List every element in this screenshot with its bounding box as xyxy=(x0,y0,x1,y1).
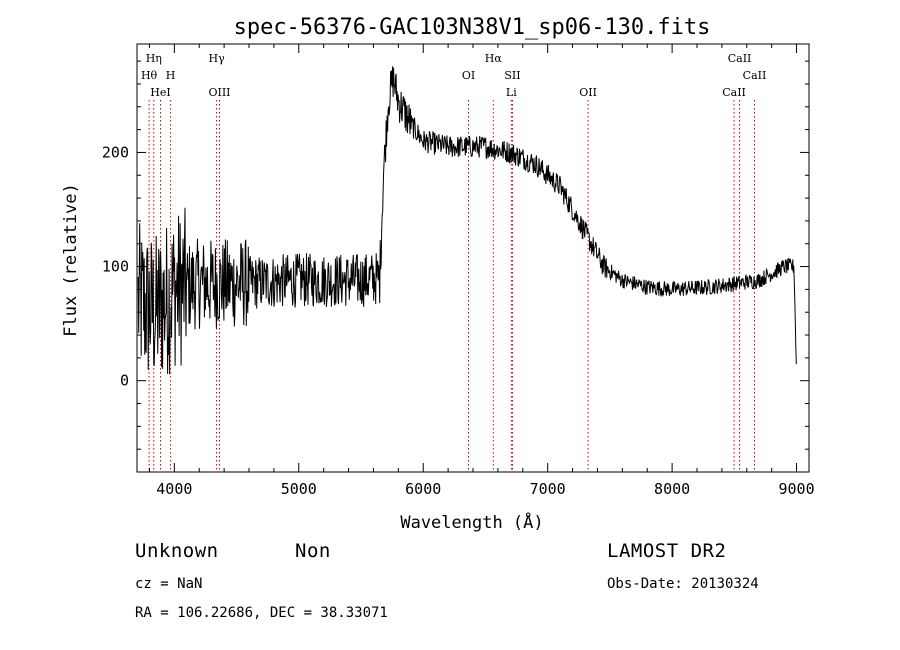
y-ticks: 0 100 200 xyxy=(102,60,809,450)
x-tick-label: 6000 xyxy=(405,480,441,498)
line-label: HeI xyxy=(150,86,170,99)
line-label: CaII xyxy=(722,86,746,99)
line-label: Hθ xyxy=(141,69,158,82)
x-tick-label: 8000 xyxy=(654,480,690,498)
line-label: H xyxy=(166,69,176,82)
plot-axes xyxy=(136,43,810,473)
class-label: Unknown xyxy=(135,540,219,562)
line-label: Hη xyxy=(146,52,162,65)
x-tick-label: 9000 xyxy=(778,480,814,498)
line-label: Li xyxy=(506,86,517,99)
line-label: SII xyxy=(504,69,520,82)
coordinates-text: RA = 106.22686, DEC = 38.33071 xyxy=(135,605,388,621)
line-label: CaII xyxy=(728,52,752,65)
y-axis-label: Flux (relative) xyxy=(61,183,81,337)
y-tick-label: 0 xyxy=(120,372,129,390)
x-tick-label: 7000 xyxy=(530,480,566,498)
redshift-text: cz = NaN xyxy=(135,576,203,592)
line-label: OII xyxy=(579,86,597,99)
survey-label: LAMOST DR2 xyxy=(607,540,727,562)
line-label: Hα xyxy=(485,52,503,65)
plot-frame xyxy=(136,43,810,473)
spectrum-line xyxy=(137,66,797,375)
x-axis-label: Wavelength (Å) xyxy=(400,511,543,533)
spectrum-chart: spec-56376-GAC103N38V1_sp06-130.fits HηH… xyxy=(61,15,815,533)
chart-title: spec-56376-GAC103N38V1_sp06-130.fits xyxy=(234,15,711,40)
line-label: CaII xyxy=(743,69,767,82)
x-ticks: 4000 5000 6000 7000 8000 9000 xyxy=(148,44,815,498)
line-label: Hγ xyxy=(209,52,226,65)
x-tick-label: 4000 xyxy=(156,480,192,498)
obs-date-text: Obs-Date: 20130324 xyxy=(607,576,759,592)
line-label: OI xyxy=(462,69,475,82)
subclass-label: Non xyxy=(295,540,331,562)
y-tick-label: 100 xyxy=(102,258,129,276)
x-tick-label: 5000 xyxy=(281,480,317,498)
line-label: OIII xyxy=(208,86,230,99)
y-tick-label: 200 xyxy=(102,143,129,161)
